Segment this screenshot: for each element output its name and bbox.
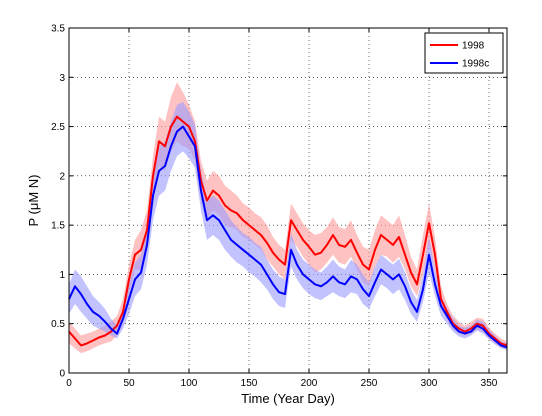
y-tick-label: 0.5	[51, 319, 65, 330]
y-tick-label: 0	[59, 369, 65, 380]
plot-frame	[68, 27, 508, 374]
x-tick-label: 350	[481, 378, 498, 389]
x-axis-label: Time (Year Day)	[241, 391, 335, 406]
x-tick-label: 0	[66, 378, 72, 389]
axis-ticks: 0 50 100 150 200 250 300 350 0 0.5 1 1.5 2 2.5 3 3.5	[51, 24, 507, 389]
line-series-0	[68, 115, 508, 347]
x-tick-label: 50	[123, 378, 135, 389]
line-series-1	[68, 125, 508, 349]
y-axis-label: P (μM N)	[26, 174, 41, 226]
legend-box	[424, 32, 504, 74]
legend-label: 1998	[462, 41, 485, 52]
plot-area	[69, 28, 507, 373]
legend: 1998 1998c	[424, 32, 504, 74]
band-series-1	[69, 101, 507, 351]
y-tick-label: 3	[59, 73, 65, 84]
confidence-bands	[69, 82, 507, 354]
x-tick-label: 100	[181, 378, 198, 389]
x-tick-label: 250	[361, 378, 378, 389]
y-tick-label: 1	[59, 270, 65, 281]
x-tick-label: 200	[301, 378, 318, 389]
legend-label: 1998c	[462, 59, 489, 70]
series-lines	[68, 115, 508, 349]
y-tick-label: 3.5	[51, 24, 65, 35]
x-tick-label: 150	[241, 378, 258, 389]
y-tick-label: 1.5	[51, 221, 65, 232]
y-tick-label: 2	[59, 171, 65, 182]
x-tick-label: 300	[421, 378, 438, 389]
y-tick-label: 2.5	[51, 122, 65, 133]
